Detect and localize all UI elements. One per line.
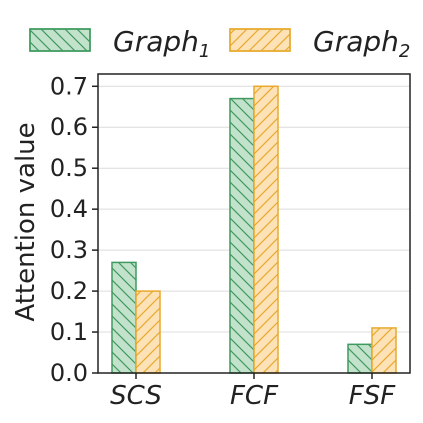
- bar-scs-graph-1: [111, 261, 137, 374]
- y-axis-ticks: 0.0 0.1 0.2 0.3 0.4 0.5 0.6 0.7: [50, 72, 98, 387]
- y-tick-label: 0.7: [50, 72, 88, 100]
- y-axis-title: Attention value: [11, 122, 41, 321]
- y-tick-label: 0.4: [50, 195, 88, 223]
- bar-hatch: [135, 290, 161, 374]
- bar-hatch: [347, 343, 373, 374]
- bar-fsf-graph-2: [371, 327, 397, 374]
- bars: [111, 85, 397, 374]
- y-tick-label: 0.6: [50, 113, 88, 141]
- bar-fcf-graph-2: [253, 85, 279, 374]
- x-tick-label-scs: SCS: [110, 381, 162, 411]
- x-axis-ticks: SCS FCF FSF: [110, 373, 396, 411]
- bar-hatch: [371, 327, 397, 374]
- legend-swatch-hatch: [229, 28, 291, 52]
- y-tick-label: 0.3: [50, 236, 88, 264]
- bar-fcf-graph-1: [229, 97, 255, 374]
- y-tick-label: 0.1: [50, 318, 88, 346]
- bar-fsf-graph-1: [347, 343, 373, 374]
- legend-label-graph-1: Graph1: [113, 25, 210, 62]
- legend: Graph1 Graph2: [29, 25, 410, 62]
- y-tick-label: 0.2: [50, 277, 88, 305]
- plot-frame: [97, 73, 411, 374]
- bar-scs-graph-2: [135, 290, 161, 374]
- y-tick-label: 0.0: [50, 359, 88, 387]
- x-tick-label-fsf: FSF: [349, 381, 396, 411]
- legend-swatch-hatch: [29, 28, 91, 52]
- legend-label-graph-2: Graph2: [313, 25, 410, 62]
- bar-hatch: [253, 85, 279, 374]
- legend-item-graph-1: Graph1: [29, 25, 210, 62]
- legend-item-graph-2: Graph2: [229, 25, 410, 62]
- y-tick-label: 0.5: [50, 154, 88, 182]
- x-tick-label-fcf: FCF: [230, 381, 279, 411]
- bar-hatch: [229, 97, 255, 374]
- bar-hatch: [111, 261, 137, 374]
